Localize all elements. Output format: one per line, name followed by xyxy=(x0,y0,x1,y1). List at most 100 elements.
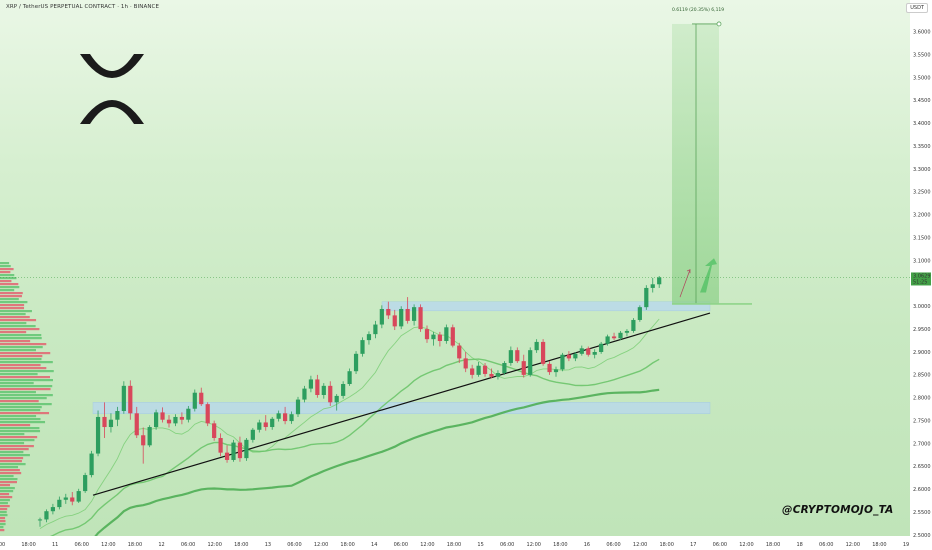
volume-profile-bar xyxy=(0,271,11,274)
candle-body xyxy=(186,408,191,420)
volume-profile-bar xyxy=(0,499,10,502)
candle-body xyxy=(495,373,501,377)
time-tick-label: 06:00 xyxy=(500,542,514,548)
volume-profile-bar xyxy=(0,412,50,415)
measure-label: 0.6119 (20.35%) 6,119 xyxy=(672,8,725,13)
projection-path xyxy=(679,269,691,298)
candle-body xyxy=(437,334,442,342)
volume-profile-bar xyxy=(0,508,8,511)
time-tick-label: 12:00 xyxy=(420,542,434,548)
time-tick-label: 15 xyxy=(477,542,483,548)
price-tick-label: 3.5500 xyxy=(913,52,931,58)
time-tick-label: 12:00 xyxy=(527,542,541,548)
candle-body xyxy=(534,341,539,351)
volume-profile-bar xyxy=(0,316,30,319)
candle-body xyxy=(141,435,146,446)
volume-profile-bar xyxy=(0,424,31,427)
candle-body xyxy=(160,412,165,420)
candle-body xyxy=(424,329,430,340)
volume-profile-bar xyxy=(0,487,15,490)
candle-body xyxy=(592,351,597,355)
time-tick-label: 18:00 xyxy=(553,542,567,548)
candle-body xyxy=(231,442,236,460)
volume-profile-bar xyxy=(0,307,25,310)
volume-profile-bar xyxy=(0,520,6,523)
candle-body xyxy=(257,422,262,430)
candle-body xyxy=(166,419,172,424)
volume-profile-bar xyxy=(0,523,6,526)
time-tick-label: 11 xyxy=(52,542,58,548)
candle-body xyxy=(270,418,275,428)
time-tick-label: 06:00 xyxy=(713,542,727,548)
time-tick-label: 06:00 xyxy=(181,542,195,548)
candle-body xyxy=(173,416,178,424)
price-tick-label: 2.7500 xyxy=(913,418,931,424)
volume-profile-bar xyxy=(0,301,28,304)
volume-profile-bar xyxy=(0,397,47,400)
volume-profile-bar xyxy=(0,526,4,529)
candle-body xyxy=(283,413,288,422)
volume-profile-bar xyxy=(0,400,39,403)
volume-profile-bar xyxy=(0,529,5,532)
price-tick-label: 3.1000 xyxy=(913,258,931,264)
time-tick-label: 18:00 xyxy=(766,542,780,548)
price-tick-label: 3.2000 xyxy=(913,213,931,219)
candle-body xyxy=(83,475,88,492)
candle-body xyxy=(392,315,397,327)
volume-profile-bar xyxy=(0,484,11,487)
candle-body xyxy=(412,307,417,321)
currency-badge[interactable]: USDT xyxy=(906,3,928,13)
volume-profile-bar xyxy=(0,475,14,478)
volume-profile-bar xyxy=(0,304,25,307)
target-handle xyxy=(716,21,722,27)
price-tick-label: 2.5500 xyxy=(913,510,931,516)
time-tick-label: 06:00 xyxy=(394,542,408,548)
candle-body xyxy=(237,442,243,459)
volume-profile-bar xyxy=(0,325,36,328)
candle-body xyxy=(315,379,320,395)
time-tick-label: 18:00 xyxy=(659,542,673,548)
candle-body xyxy=(502,362,507,374)
price-tick-label: 2.8000 xyxy=(913,396,931,402)
volume-profile-bar xyxy=(0,319,37,322)
volume-profile-bar xyxy=(0,355,43,358)
moving-average-line xyxy=(39,318,660,529)
candle-body xyxy=(302,388,307,400)
candle-body xyxy=(70,497,75,502)
time-tick-label: 12:00 xyxy=(633,542,647,548)
volume-profile-bar xyxy=(0,469,20,472)
candle-body xyxy=(224,452,230,460)
time-tick-label: 06:00 xyxy=(75,542,89,548)
candle-body xyxy=(192,392,197,409)
time-tick-label: 12 xyxy=(158,542,164,548)
candle-body xyxy=(250,429,255,440)
candle-body xyxy=(115,411,120,420)
candle-body xyxy=(95,416,101,454)
candle-body xyxy=(476,365,481,375)
volume-profile-bar xyxy=(0,496,13,499)
volume-profile-bar xyxy=(0,289,15,292)
candle-body xyxy=(515,350,520,362)
candle-body xyxy=(154,412,159,428)
volume-profile-bar xyxy=(0,385,53,388)
volume-profile-bar xyxy=(0,436,38,439)
candle-body xyxy=(347,371,352,385)
volume-profile-bar xyxy=(0,268,14,271)
price-tick-label: 2.7000 xyxy=(913,441,931,447)
candle-body xyxy=(353,353,359,372)
time-tick-label: 14 xyxy=(371,542,377,548)
volume-profile-bar xyxy=(0,379,53,382)
volume-profile-bar xyxy=(0,280,12,283)
volume-profile-bar xyxy=(0,463,26,466)
volume-profile-bar xyxy=(0,361,53,364)
candle-body xyxy=(63,497,68,500)
candle-body xyxy=(611,336,617,339)
candle-body xyxy=(328,385,333,403)
xrp-logo-icon xyxy=(76,50,148,128)
volume-profile-bar xyxy=(0,460,22,463)
price-tick-label: 2.9500 xyxy=(913,327,931,333)
candle-body xyxy=(89,453,94,476)
